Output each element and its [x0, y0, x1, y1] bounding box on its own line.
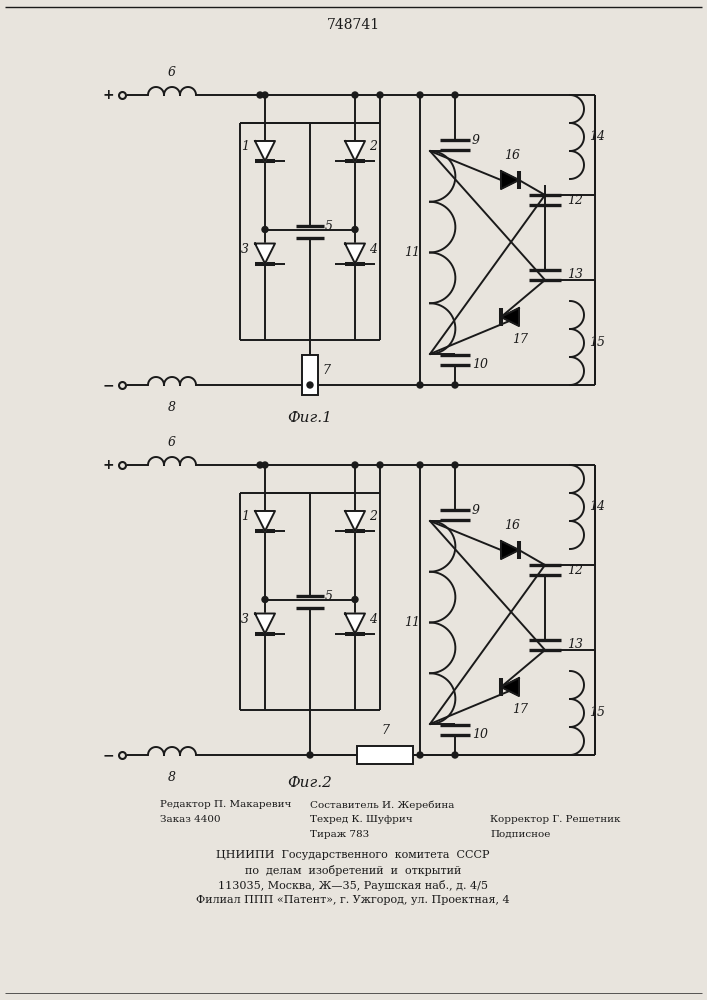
Text: Заказ 4400: Заказ 4400: [160, 815, 221, 824]
Text: Тираж 783: Тираж 783: [310, 830, 369, 839]
Text: 9: 9: [472, 504, 480, 516]
Text: Фиг.1: Фиг.1: [288, 411, 332, 425]
Text: 6: 6: [168, 436, 176, 449]
Text: 12: 12: [567, 564, 583, 576]
Circle shape: [452, 752, 458, 758]
Text: 7: 7: [322, 363, 330, 376]
Text: 15: 15: [589, 336, 605, 350]
Text: Корректор Г. Решетник: Корректор Г. Решетник: [490, 815, 621, 824]
Text: 9: 9: [472, 133, 480, 146]
Circle shape: [377, 92, 383, 98]
Text: 748741: 748741: [327, 18, 380, 32]
Polygon shape: [345, 243, 365, 263]
Text: Составитель И. Жеребина: Составитель И. Жеребина: [310, 800, 455, 810]
Polygon shape: [501, 541, 519, 559]
Text: 10: 10: [472, 359, 488, 371]
Circle shape: [352, 92, 358, 98]
Text: 2: 2: [369, 140, 377, 153]
Text: −: −: [103, 378, 114, 392]
Polygon shape: [501, 308, 519, 326]
Circle shape: [257, 92, 263, 98]
Text: 8: 8: [168, 771, 176, 784]
Circle shape: [307, 382, 313, 388]
Text: 10: 10: [472, 728, 488, 742]
Circle shape: [262, 462, 268, 468]
Text: 3: 3: [241, 243, 249, 256]
Circle shape: [352, 596, 358, 602]
Circle shape: [417, 752, 423, 758]
Text: ЦНИИПИ  Государственного  комитета  СССР: ЦНИИПИ Государственного комитета СССР: [216, 850, 490, 860]
Text: 12: 12: [567, 194, 583, 207]
Circle shape: [452, 92, 458, 98]
Text: 11: 11: [404, 246, 420, 259]
Circle shape: [417, 462, 423, 468]
Bar: [302, 355, 318, 395]
Circle shape: [352, 462, 358, 468]
Text: 13: 13: [567, 268, 583, 282]
Text: 17: 17: [512, 703, 528, 716]
Text: 16: 16: [504, 149, 520, 162]
Polygon shape: [345, 141, 365, 161]
Polygon shape: [501, 678, 519, 696]
Circle shape: [417, 92, 423, 98]
Circle shape: [307, 752, 313, 758]
Text: 7: 7: [381, 724, 389, 737]
Text: Редактор П. Макаревич: Редактор П. Макаревич: [160, 800, 291, 809]
Circle shape: [262, 596, 268, 602]
Text: Подписное: Подписное: [490, 830, 550, 839]
Text: 16: 16: [504, 519, 520, 532]
Polygon shape: [255, 511, 275, 531]
Text: по  делам  изобретений  и  открытий: по делам изобретений и открытий: [245, 865, 461, 876]
Polygon shape: [255, 141, 275, 161]
Circle shape: [452, 382, 458, 388]
Text: 1: 1: [241, 140, 249, 153]
Text: 5: 5: [325, 220, 333, 233]
Text: Фиг.2: Фиг.2: [288, 776, 332, 790]
Circle shape: [452, 462, 458, 468]
Text: 15: 15: [589, 706, 605, 720]
Text: 113035, Москва, Ж—35, Раушская наб., д. 4/5: 113035, Москва, Ж—35, Раушская наб., д. …: [218, 880, 488, 891]
Circle shape: [262, 227, 268, 232]
Text: 1: 1: [241, 510, 249, 524]
Text: 13: 13: [567, 639, 583, 652]
Text: 4: 4: [369, 243, 377, 256]
Text: +: +: [103, 88, 114, 102]
Polygon shape: [255, 613, 275, 634]
Circle shape: [377, 462, 383, 468]
Text: 6: 6: [168, 66, 176, 79]
Text: 4: 4: [369, 613, 377, 626]
Text: 3: 3: [241, 613, 249, 626]
Text: 5: 5: [325, 590, 333, 603]
Text: 2: 2: [369, 510, 377, 524]
Circle shape: [352, 227, 358, 232]
Text: −: −: [103, 748, 114, 762]
Polygon shape: [255, 243, 275, 263]
Text: +: +: [103, 458, 114, 472]
Text: Техред К. Шуфрич: Техред К. Шуфрич: [310, 815, 413, 824]
Polygon shape: [345, 511, 365, 531]
Circle shape: [257, 462, 263, 468]
Polygon shape: [501, 171, 519, 189]
Circle shape: [262, 92, 268, 98]
Polygon shape: [345, 613, 365, 634]
Bar: [357, 746, 413, 764]
Text: Филиал ППП «Патент», г. Ужгород, ул. Проектная, 4: Филиал ППП «Патент», г. Ужгород, ул. Про…: [196, 895, 510, 905]
Text: 17: 17: [512, 333, 528, 346]
Text: 8: 8: [168, 401, 176, 414]
Text: 14: 14: [589, 500, 605, 514]
Text: 14: 14: [589, 130, 605, 143]
Text: 11: 11: [404, 616, 420, 629]
Circle shape: [417, 382, 423, 388]
